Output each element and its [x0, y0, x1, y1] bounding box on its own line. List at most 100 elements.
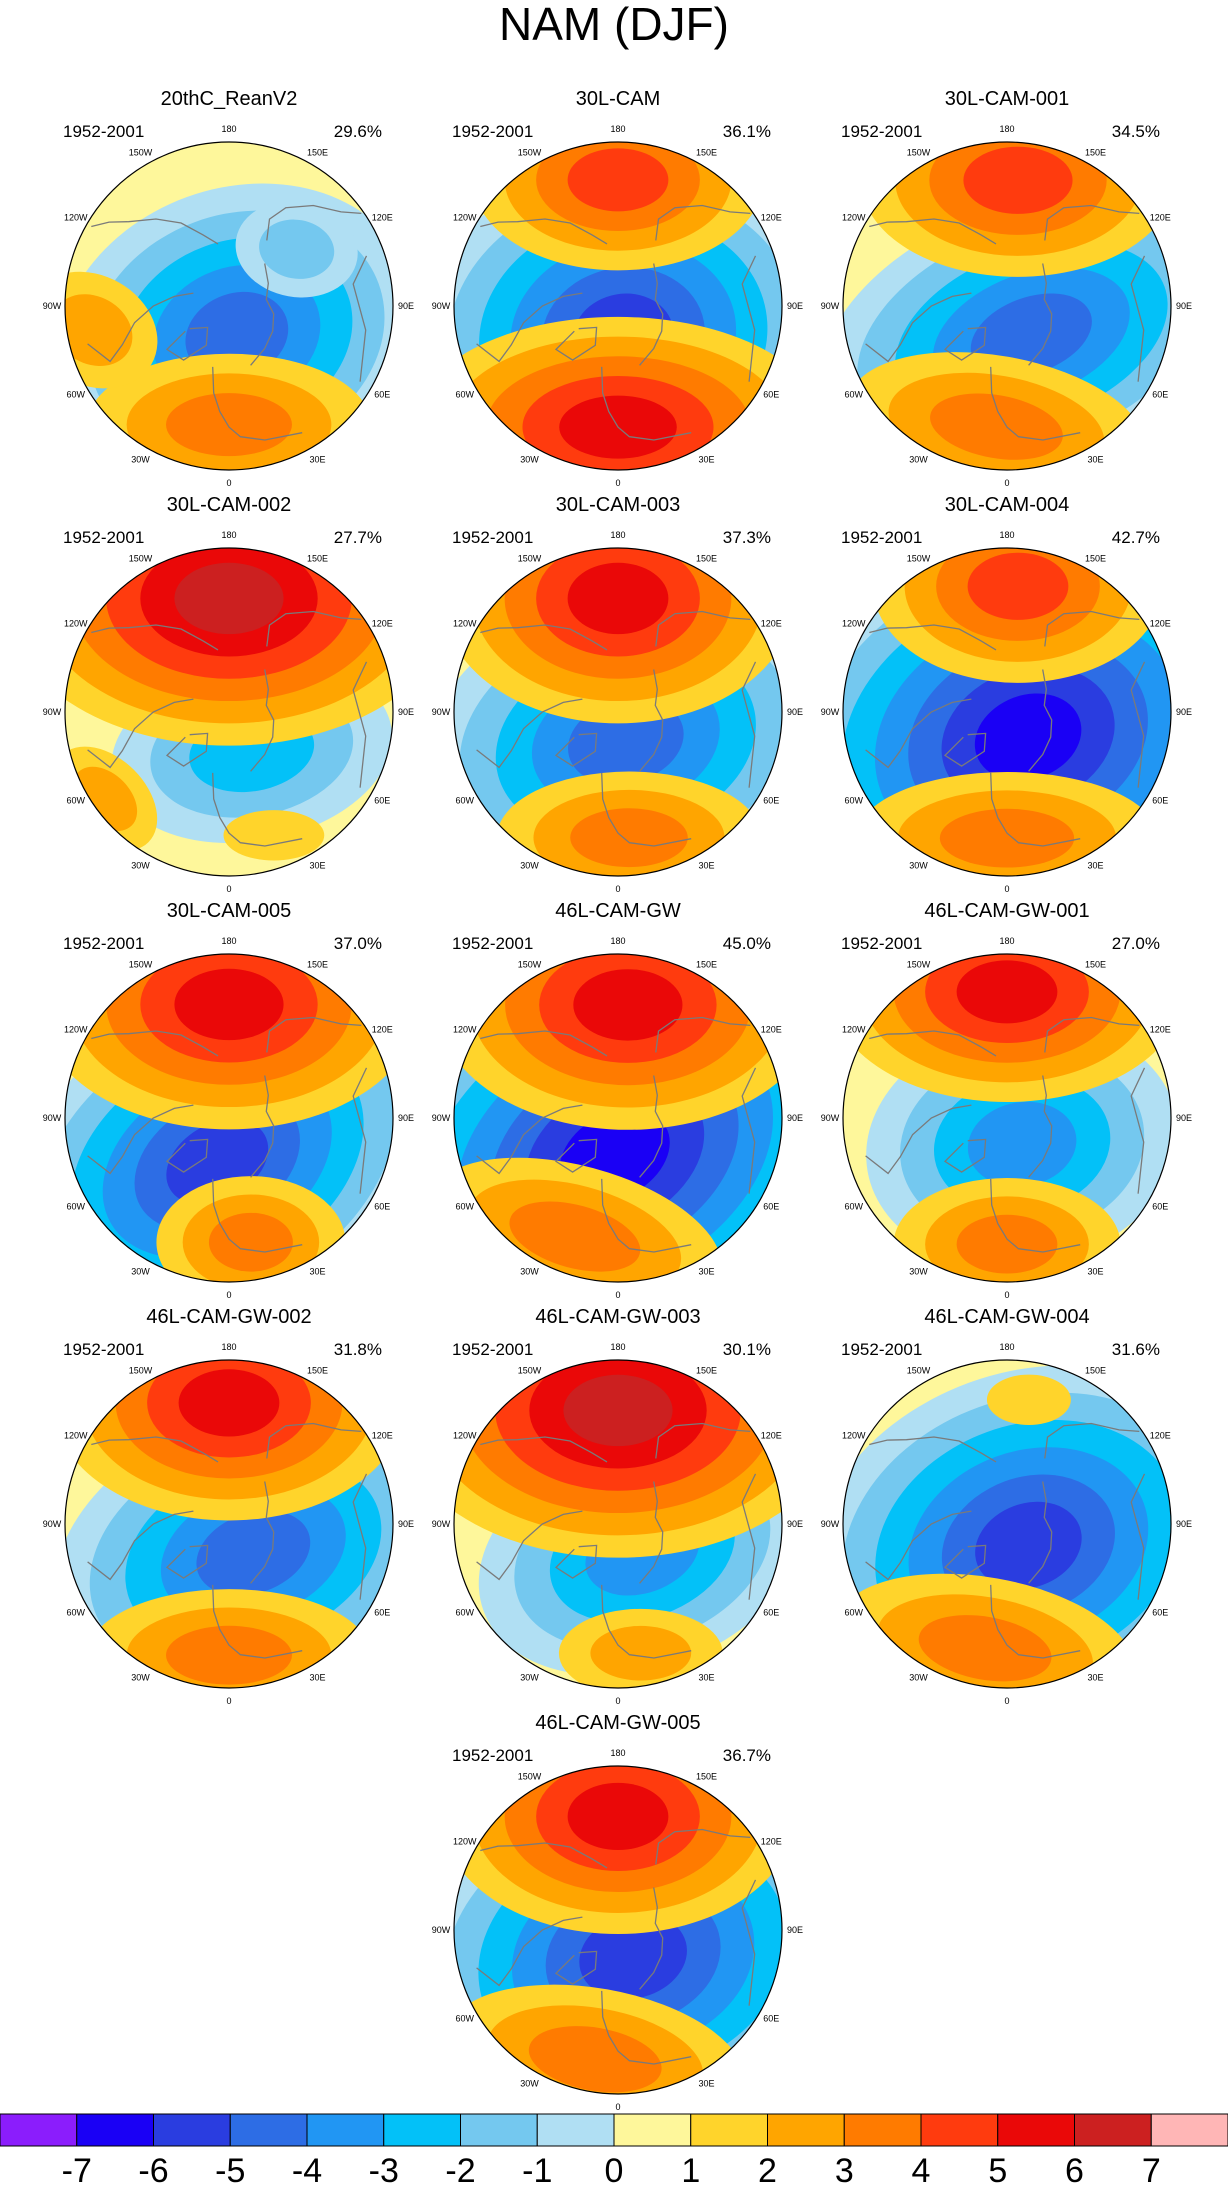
lon-label: 150E [696, 554, 717, 564]
map-field [843, 1360, 1171, 1688]
lon-label: 120W [453, 619, 477, 629]
lon-label: 150W [129, 1366, 153, 1376]
coastline [1044, 204, 1140, 241]
panel-variance: 30.1% [723, 1340, 771, 1359]
map-field [454, 954, 782, 1282]
colorbar-swatch [536, 2113, 615, 2147]
lon-label: 180 [999, 936, 1014, 946]
map-panel: 30L-CAM-003 1952-2001 37.3% 180 150W 150E 120W… [432, 494, 803, 894]
map-outline [842, 953, 1172, 1283]
contour-band [166, 393, 292, 457]
contour-band [975, 1501, 1082, 1590]
map-outline [453, 1359, 783, 1689]
coastline [476, 1104, 583, 1175]
map-outline [453, 141, 783, 471]
lon-label: 120W [842, 619, 866, 629]
map-outline [453, 953, 783, 1283]
coastline [1130, 255, 1146, 382]
coastline [476, 292, 583, 363]
contour-band [196, 1510, 311, 1596]
lon-label: 90W [821, 707, 840, 717]
contour-band [956, 960, 1058, 1024]
colorbar-tick-label: 7 [1142, 2152, 1161, 2186]
lon-label: 90W [432, 1925, 451, 1935]
figure-title: NAM (DJF) [499, 0, 729, 50]
contour-band [590, 1625, 692, 1681]
lon-label: 90W [432, 1519, 451, 1529]
contour-band [967, 552, 1069, 620]
lon-label: 180 [999, 530, 1014, 540]
lon-label: 30E [698, 454, 714, 464]
panel-variance: 36.1% [723, 122, 771, 141]
coastline [639, 669, 664, 772]
contour-band [223, 810, 325, 861]
lon-label: 30E [1087, 1672, 1103, 1682]
lon-label: 90W [43, 1113, 62, 1123]
coastline [165, 1138, 209, 1173]
coastline [943, 326, 987, 361]
map-field [454, 1766, 782, 2094]
contour-band [918, 1615, 1052, 1682]
coastline [212, 1178, 303, 1253]
colorbar-swatch [0, 2113, 78, 2147]
coastline [554, 732, 598, 767]
lon-label: 30E [309, 1672, 325, 1682]
lon-label: 30E [309, 860, 325, 870]
lon-label: 120W [453, 1025, 477, 1035]
lon-label: 30W [131, 860, 150, 870]
contour-band [963, 146, 1073, 214]
panel-title: 46L-CAM-GW [555, 900, 681, 922]
coastline [352, 255, 368, 382]
coastline [480, 624, 608, 651]
coastline [990, 1584, 1081, 1659]
coastline [601, 366, 692, 441]
map-field [454, 1360, 782, 1688]
lon-label: 30E [698, 1672, 714, 1682]
coastline [212, 772, 303, 847]
colorbar-swatch [229, 2113, 308, 2147]
lon-label: 60W [844, 1608, 863, 1618]
panel-period: 1952-2001 [63, 122, 144, 141]
lon-label: 30W [909, 860, 928, 870]
coastline [655, 610, 751, 647]
lon-label: 90E [398, 707, 414, 717]
lon-label: 90W [432, 301, 451, 311]
panel-variance: 27.0% [1112, 934, 1160, 953]
colorbar-swatch [1150, 2113, 1228, 2147]
panel-title: 30L-CAM-001 [945, 88, 1070, 110]
lon-label: 120W [842, 1025, 866, 1035]
map-field [454, 142, 782, 470]
colorbar-tick-label: -4 [292, 2152, 322, 2186]
lon-label: 30E [1087, 1266, 1103, 1276]
lon-label: 120W [453, 213, 477, 223]
coastline [91, 218, 219, 245]
colorbar-swatch [306, 2113, 385, 2147]
lon-label: 0 [226, 478, 231, 488]
lon-label: 60W [455, 1202, 474, 1212]
lon-label: 180 [221, 124, 236, 134]
contour-band [174, 968, 284, 1041]
lon-label: 120E [372, 619, 393, 629]
panel-title: 30L-CAM [576, 88, 660, 110]
lon-label: 150E [696, 1772, 717, 1782]
lon-label: 0 [615, 884, 620, 894]
coastline [601, 1178, 692, 1253]
lon-label: 30E [1087, 454, 1103, 464]
coastline [639, 1481, 664, 1584]
panel-variance: 34.5% [1112, 122, 1160, 141]
panel-title: 30L-CAM-004 [945, 494, 1070, 516]
lon-label: 90E [1176, 1113, 1192, 1123]
coastline [554, 1544, 598, 1579]
coastline [1028, 1075, 1053, 1178]
lon-label: 150E [307, 960, 328, 970]
lon-label: 60W [844, 390, 863, 400]
colorbar-swatch [613, 2113, 692, 2147]
coastline [865, 1104, 972, 1175]
coastline [601, 1584, 692, 1659]
lon-label: 150W [518, 1772, 542, 1782]
coastline [250, 263, 275, 366]
coastline [266, 610, 362, 647]
